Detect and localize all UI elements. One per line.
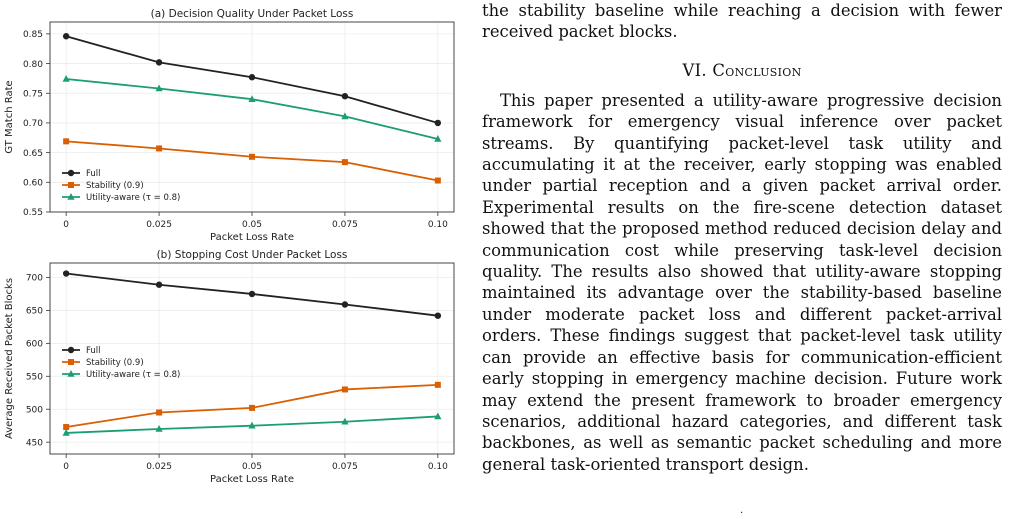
chart-a-ytick-label: 0.80 [23,60,43,70]
section-heading: VI. Conclusion [682,60,802,80]
chart-a-legend-marker [67,193,75,200]
chart-a-series-triangle-point [62,75,70,82]
chart-b-legend-marker [67,346,75,354]
chart-b-series-square-point [341,386,348,393]
chart-b-xtick-label: 0 [63,462,69,472]
chart-b-series-triangle-point [248,421,256,429]
page-mark: · [740,508,744,519]
chart-a-legend-label: Stability (0.9) [86,181,144,191]
chart-a-series-circle-point [434,119,442,127]
chart-b-series-square-point [63,423,70,430]
chart-a-series-square-point [341,159,348,166]
chart-a-series-triangle-point [155,84,163,92]
chart-a-series-circle-point [248,74,256,81]
conclusion-paragraph: This paper presented a utility-aware pro… [482,90,1002,474]
chart-b-xtick-label: 0.10 [428,462,448,472]
chart-b-xtick-label: 0.075 [332,462,358,472]
chart-b-series-circle-point [62,270,70,277]
chart-a-legend-marker [67,169,75,177]
chart-b-legend-marker [67,370,75,377]
chart-a-xtick-label: 0.075 [332,220,358,230]
chart-a-series-square-point [249,153,255,160]
chart-b-series-triangle-point [434,412,442,420]
chart-b-legend-label: Full [86,346,101,356]
chart-b-series-triangle-point [341,417,349,425]
chart-a-xlabel: Packet Loss Rate [210,232,294,243]
chart-b-series-square-point [156,409,163,416]
chart-b-legend-label: Stability (0.9) [86,358,144,368]
chart-a-xtick-label: 0.05 [242,220,262,230]
chart-a-ytick-label: 0.65 [23,149,43,159]
chart-b-series-circle-point [341,301,349,308]
chart-a-series-circle-point [341,93,349,100]
chart-a-ytick-label: 0.85 [23,30,43,40]
chart-b-series-circle-point [434,312,442,319]
chart-a-series-square-point [434,177,441,184]
text-column: the stability baseline while reaching a … [482,0,1002,475]
chart-b-title: (b) Stopping Cost Under Packet Loss [157,249,348,261]
figure-panel: (a) Decision Quality Under Packet Loss 0 0… [4,8,455,485]
chart-b-ytick-label: 550 [26,372,43,382]
chart-a-ytick-label: 0.70 [23,119,43,129]
chart-a-ytick-label: 0.75 [23,89,43,99]
chart-b-ytick-label: 650 [26,307,43,317]
chart-a-series-triangle-point [248,95,256,102]
chart-b-xtick-label: 0.05 [242,462,262,472]
chart-b-series-circle-point [155,281,163,288]
chart-a-series-triangle-point [341,112,349,120]
chart-a-ytick-label: 0.55 [23,208,43,218]
chart-b-ytick-label: 500 [26,405,43,415]
chart-b-legend-marker [68,359,74,365]
chart-b-series-triangle-point [62,428,70,436]
chart-b-ytick-label: 450 [26,438,43,448]
chart-a-xtick-label: 0 [63,220,69,230]
chart-b-series-square-point [434,381,441,388]
chart-a-series-circle-point [155,59,163,66]
chart-a-legend-label: Full [86,169,101,179]
chart-b-xlabel: Packet Loss Rate [210,474,294,485]
chart-b-ytick-label: 700 [26,274,43,284]
chart-b-xtick-label: 0.025 [146,462,172,472]
chart-a-series-square-point [63,138,70,145]
chart-a-ytick-label: 0.60 [23,179,43,189]
chart-a-series-circle-point [62,33,70,40]
chart-b-series-circle-point [248,290,256,298]
chart-a-legend-label: Utility-aware (τ = 0.8) [86,193,180,203]
chart-a-legend-marker [68,182,74,188]
chart-b-ytick-label: 600 [26,340,43,350]
chart-b-series-square-point [249,404,255,411]
chart-a-title: (a) Decision Quality Under Packet Loss [151,8,354,20]
chart-a-xtick-label: 0.10 [428,220,448,230]
chart-a-ylabel: GT Match Rate [4,80,15,153]
continuation-paragraph: the stability baseline while reaching a … [482,1,1002,42]
chart-b-series-triangle-point [155,424,163,432]
chart-b-ylabel: Average Received Packet Blocks [4,278,15,439]
chart-a-series-square-point [156,145,163,152]
chart-a-series-triangle-point [434,134,442,142]
chart-b-legend-label: Utility-aware (τ = 0.8) [86,370,180,380]
chart-a-xtick-label: 0.025 [146,220,172,230]
